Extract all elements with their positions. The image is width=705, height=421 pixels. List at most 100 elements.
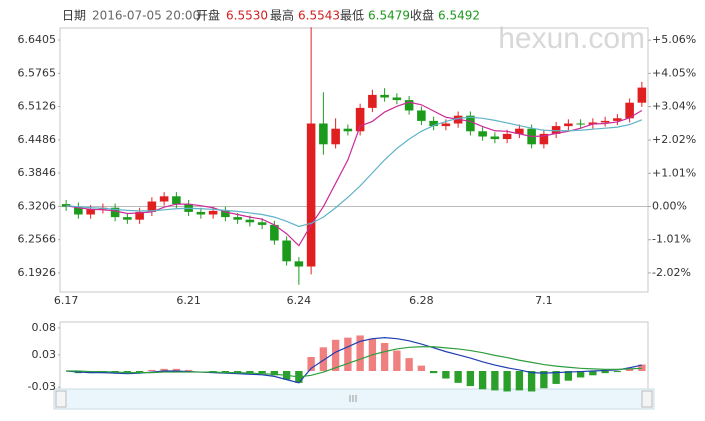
y2-tick-label: +5.06% bbox=[652, 33, 696, 46]
main-frame bbox=[59, 27, 649, 293]
high-value: 6.5543 bbox=[298, 9, 340, 23]
macd-bar bbox=[491, 371, 499, 391]
candle-body bbox=[172, 196, 181, 205]
macd-bar bbox=[601, 371, 609, 374]
candle-body bbox=[490, 136, 500, 140]
candle-body bbox=[576, 123, 585, 125]
macd-bar bbox=[172, 368, 181, 371]
open-value: 6.5530 bbox=[226, 9, 268, 23]
macd-bar bbox=[429, 371, 438, 374]
macd-bar bbox=[625, 368, 634, 371]
candle-body bbox=[515, 128, 524, 134]
macd-bar bbox=[356, 335, 364, 371]
candle-body bbox=[637, 87, 647, 103]
y2-tick-label: +1.01% bbox=[652, 166, 696, 179]
y-tick-label: -0.03 bbox=[28, 380, 56, 393]
scroll-left[interactable] bbox=[55, 390, 67, 408]
low-value: 6.5479 bbox=[368, 9, 410, 23]
candle-body bbox=[539, 133, 549, 145]
candle-body bbox=[417, 110, 426, 121]
line-series bbox=[66, 101, 643, 247]
scroll-grip[interactable] bbox=[349, 395, 357, 402]
candle-body bbox=[221, 210, 230, 218]
y-tick-label: 6.3206 bbox=[18, 199, 57, 212]
candle-body bbox=[74, 206, 83, 215]
macd-bar bbox=[331, 339, 340, 371]
candle-body bbox=[159, 196, 169, 202]
macd-bar bbox=[393, 350, 401, 371]
macd-bar bbox=[148, 369, 156, 371]
macd-bar bbox=[160, 368, 168, 371]
candle-body bbox=[441, 123, 451, 127]
candle-body bbox=[429, 120, 438, 127]
candle-body bbox=[600, 120, 610, 123]
candle-body bbox=[233, 217, 242, 220]
macd-bar bbox=[478, 371, 487, 390]
x-tick-label: 6.28 bbox=[409, 294, 434, 307]
y2-tick-label: -1.01% bbox=[652, 233, 691, 246]
close-label: 收盘 bbox=[410, 8, 434, 23]
candle-body bbox=[270, 224, 279, 241]
x-tick-label: 6.24 bbox=[287, 294, 312, 307]
candle-body bbox=[110, 207, 120, 218]
macd-bar bbox=[515, 371, 524, 391]
macd-bar bbox=[307, 357, 315, 371]
high-label: 最高 bbox=[270, 8, 294, 23]
candle-body bbox=[625, 102, 634, 119]
line-series bbox=[66, 337, 643, 384]
y-tick-label: 6.5126 bbox=[18, 100, 57, 113]
macd-bar bbox=[417, 365, 426, 371]
x-tick-label: 7.1 bbox=[535, 294, 553, 307]
candle-body bbox=[123, 217, 132, 220]
macd-bar bbox=[442, 371, 450, 379]
candle-body bbox=[343, 128, 353, 132]
candle-body bbox=[502, 133, 512, 140]
candle-body bbox=[319, 123, 328, 145]
y2-tick-label: 0.00% bbox=[652, 200, 687, 213]
low-label: 最低 bbox=[340, 9, 364, 23]
line-series bbox=[66, 116, 643, 228]
macd-bar bbox=[135, 371, 144, 373]
candle-body bbox=[306, 123, 316, 267]
macd-bar bbox=[466, 371, 475, 387]
open-label: 开盘 bbox=[196, 8, 220, 23]
y-tick-label: 6.1926 bbox=[18, 266, 57, 279]
candle-body bbox=[257, 222, 267, 225]
y2-tick-label: +2.02% bbox=[652, 133, 696, 146]
close-value: 6.5492 bbox=[438, 9, 480, 23]
y2-tick-label: -2.02% bbox=[652, 266, 691, 279]
x-tick-label: 6.17 bbox=[54, 294, 79, 307]
candle-body bbox=[355, 107, 365, 132]
macd-bar bbox=[540, 371, 548, 389]
candle-body bbox=[404, 100, 414, 111]
macd-bar bbox=[638, 364, 646, 371]
date-label: 日期 bbox=[62, 9, 86, 23]
candle-body bbox=[61, 204, 71, 207]
candle-body bbox=[86, 209, 95, 215]
candle-body bbox=[392, 97, 402, 101]
macd-bar bbox=[380, 343, 389, 371]
y-tick-label: 6.3846 bbox=[18, 166, 57, 179]
macd-bar bbox=[552, 371, 560, 384]
scroll-right[interactable] bbox=[641, 390, 653, 408]
y-tick-label: 6.2566 bbox=[18, 233, 57, 246]
macd-bar bbox=[527, 371, 536, 392]
scrollbar[interactable] bbox=[53, 388, 655, 410]
macd-bar bbox=[221, 371, 230, 373]
y-tick-label: 0.03 bbox=[32, 348, 57, 361]
candle-body bbox=[208, 210, 218, 215]
candle-body bbox=[245, 219, 255, 223]
candle-body bbox=[282, 240, 291, 262]
candle-body bbox=[551, 126, 561, 134]
macd-bar bbox=[564, 371, 573, 381]
candle-body bbox=[466, 115, 475, 132]
macd-bar bbox=[576, 371, 585, 378]
watermark: hexun.com bbox=[498, 22, 645, 55]
candle-body bbox=[380, 94, 389, 98]
y-tick-label: 0.08 bbox=[32, 321, 57, 334]
candle-body bbox=[196, 211, 206, 215]
macd-bar bbox=[319, 347, 328, 371]
y2-tick-label: +3.04% bbox=[652, 100, 696, 113]
y-tick-label: 6.4486 bbox=[18, 133, 57, 146]
